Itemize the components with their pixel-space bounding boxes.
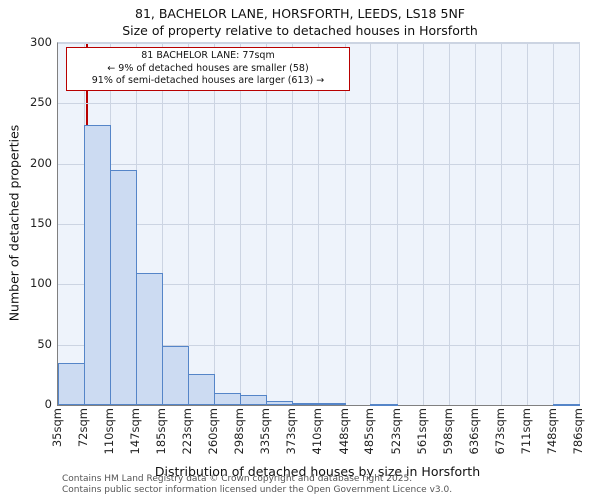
footer-line-2: Contains public sector information licen…	[62, 485, 453, 495]
x-tick-label: 673sqm	[492, 408, 507, 455]
gridline	[162, 43, 164, 405]
gridline	[214, 43, 216, 405]
gridline	[266, 43, 268, 405]
gridline	[318, 43, 320, 405]
x-tick-label: 185sqm	[154, 408, 169, 455]
x-tick-label: 711sqm	[518, 408, 533, 455]
annotation-line-3: 91% of semi-detached houses are larger (…	[91, 75, 325, 86]
y-tick-label: 200	[30, 155, 52, 170]
x-tick-label: 35sqm	[50, 408, 64, 448]
y-tick-label: 50	[37, 336, 52, 351]
gridline	[526, 43, 528, 405]
x-tick-label: 335sqm	[258, 408, 273, 455]
x-tick-label: 523sqm	[388, 408, 403, 455]
x-tick-label: 147sqm	[127, 408, 142, 455]
histogram-bar	[58, 362, 85, 405]
annotation-box: 81 BACHELOR LANE: 77sqm ← 9% of detached…	[66, 47, 350, 91]
y-tick-label: 150	[30, 216, 52, 230]
x-tick-label: 748sqm	[544, 408, 559, 455]
gridline	[396, 43, 398, 405]
histogram-bar	[188, 373, 216, 405]
histogram-bar	[83, 125, 112, 405]
x-tick-label: 373sqm	[284, 408, 299, 455]
gridline	[448, 43, 450, 405]
gridline	[370, 43, 372, 405]
gridline	[344, 43, 346, 405]
x-tick-label: 72sqm	[75, 408, 90, 448]
x-tick-label: 110sqm	[102, 408, 117, 455]
annotation-line-1: 81 BACHELOR LANE: 77sqm	[141, 50, 275, 61]
histogram-bar	[162, 345, 190, 405]
footer: Contains HM Land Registry data © Crown c…	[62, 474, 452, 496]
histogram-bar	[552, 403, 580, 406]
gridline	[292, 43, 294, 405]
gridline	[188, 43, 190, 405]
x-tick-label: 485sqm	[362, 408, 377, 455]
histogram-bar	[370, 403, 398, 406]
y-tick-label: 100	[30, 276, 52, 291]
gridline	[552, 43, 554, 405]
x-tick-label: 636sqm	[466, 408, 481, 455]
x-tick-label: 561sqm	[414, 408, 429, 455]
histogram-bar	[135, 273, 164, 405]
x-tick-label: 410sqm	[310, 408, 325, 455]
x-tick-label: 598sqm	[440, 408, 455, 455]
histogram-bar	[240, 395, 268, 405]
y-tick-label: 250	[30, 95, 52, 110]
histogram-bar	[292, 402, 320, 405]
y-tick-label: 0	[44, 397, 52, 411]
x-tick-label: 448sqm	[336, 408, 351, 455]
gridline	[422, 43, 424, 405]
gridline	[500, 43, 502, 405]
x-tick-label: 298sqm	[232, 408, 247, 455]
histogram-bar	[110, 169, 137, 405]
x-tick-label: 223sqm	[180, 408, 195, 455]
y-tick-label: 300	[30, 35, 52, 49]
footer-line-1: Contains HM Land Registry data © Crown c…	[62, 474, 413, 484]
gridline	[240, 43, 242, 405]
annotation-line-2: ← 9% of detached houses are smaller (58)	[107, 62, 309, 74]
x-axis-title: Distribution of detached houses by size …	[154, 464, 481, 479]
gridline	[474, 43, 476, 405]
histogram-bar	[266, 401, 294, 405]
chart-subtitle: Size of property relative to detached ho…	[122, 23, 478, 38]
x-tick-label: 260sqm	[206, 408, 221, 455]
chart-title: 81, BACHELOR LANE, HORSFORTH, LEEDS, LS1…	[135, 6, 465, 21]
histogram-bar	[318, 402, 346, 405]
plot-area: 81 BACHELOR LANE: 77sqm ← 9% of detached…	[57, 42, 580, 406]
x-tick-label: 786sqm	[571, 408, 585, 455]
histogram-bar	[214, 392, 242, 405]
